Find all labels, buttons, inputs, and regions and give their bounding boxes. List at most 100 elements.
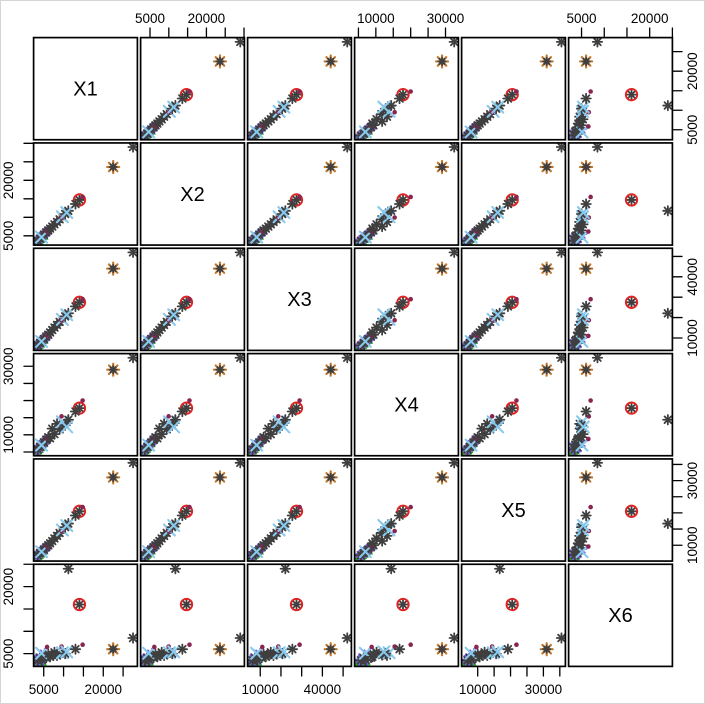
panel-X5-vs-X1 [32,458,139,562]
asterisk-stroke [663,519,673,528]
asterisk-stroke [171,415,180,424]
point-dot [588,89,593,94]
asterisk-stroke [109,366,117,374]
asterisk-stroke [582,366,590,374]
axis-tick-label: 20000 [685,52,700,90]
panel-points [568,247,673,351]
point-red-ring [72,504,87,518]
asterisk-stroke [162,425,171,434]
panel-points [247,142,352,246]
panel-points [354,458,459,562]
asterisk-stroke [216,473,224,481]
asterisk-stroke [128,633,138,643]
asterisk-stroke [593,458,602,468]
asterisk-stroke [128,248,138,257]
asterisk-stroke [382,112,392,121]
point-cross [167,100,181,114]
panel-points [33,247,138,351]
panel-points [354,142,459,246]
asterisk-stroke [269,419,278,429]
panel-border [246,247,353,352]
asterisk-stroke [386,519,396,528]
panel-points [354,563,459,667]
point-cross [491,420,505,434]
panel-border [353,563,460,668]
panel-X6-vs-X1 [32,563,139,668]
point-cross [576,308,590,322]
panel-border [139,352,246,457]
point-dot [59,414,64,419]
asterisk-stroke [327,366,335,374]
asterisk-stroke [503,302,513,311]
asterisk-stroke [485,425,495,434]
point-red-ring [396,597,410,612]
panel-points [461,353,566,457]
asterisk-stroke [627,403,636,413]
asterisk-stroke [449,633,459,643]
panel-points [461,563,566,667]
point-cross [277,645,291,659]
point-cross [491,205,505,220]
panel-X3-vs-X6 [567,247,674,352]
point-cross [576,100,590,114]
asterisk-stroke [178,511,187,520]
asterisk-stroke [503,407,513,416]
asterisk-stroke [182,600,191,609]
asterisk-stroke [495,415,504,424]
asterisk-stroke [449,142,459,152]
asterisk-stroke [343,458,352,468]
panel-X4-vs-X3 [246,352,353,457]
panel-points [33,458,138,562]
point-dot [489,414,495,419]
point-cross [277,100,291,114]
panel-X5-vs-X6 [567,458,674,562]
panel-border [246,458,353,562]
panel-points [568,458,673,562]
asterisk-stroke [109,163,117,171]
point-red-ring [505,193,519,207]
panel-points [247,37,352,141]
panel-border [460,458,567,562]
point-red-ring [289,504,304,518]
panel-X6-vs-X6 [567,563,674,668]
panel-X3-vs-X4 [353,247,460,352]
panel-points [568,142,673,246]
point-cross [575,334,589,348]
point-cross [377,205,391,220]
point-cross [377,518,391,533]
asterisk-stroke [663,101,673,110]
panel-points [33,142,138,246]
asterisk-stroke [109,265,117,273]
asterisk-stroke [438,57,446,65]
point-red-ring [179,295,194,309]
panel-X4-vs-X1 [32,352,139,457]
panel-border [32,563,139,668]
axis-tick-label: 5000 [1,639,16,669]
point-cross [34,230,49,244]
point-red-ring [396,504,410,518]
axis-tick-label: 5000 [135,11,165,26]
asterisk-stroke [449,248,459,257]
panel-points [568,353,673,457]
asterisk-stroke [171,564,180,573]
point-red-ring [505,401,519,415]
asterisk-stroke [52,419,62,429]
point-cross [575,545,589,559]
axes [23,27,683,677]
point-cross [60,205,74,220]
panel-points [354,37,459,141]
panel-points [140,563,245,667]
panel-border [567,458,674,562]
point-red-ring [624,193,639,207]
diag-label-X3: X3 [287,289,311,311]
point-dot [297,89,302,94]
point-cross [377,100,391,114]
panel-border [32,36,139,141]
asterisk-stroke [438,645,446,653]
point-dot [586,436,591,442]
panel-border [567,247,674,352]
point-cross [576,205,590,220]
axis-tick-label: 10000 [1,416,16,454]
point-red-ring [289,87,304,102]
point-cross [277,205,291,220]
